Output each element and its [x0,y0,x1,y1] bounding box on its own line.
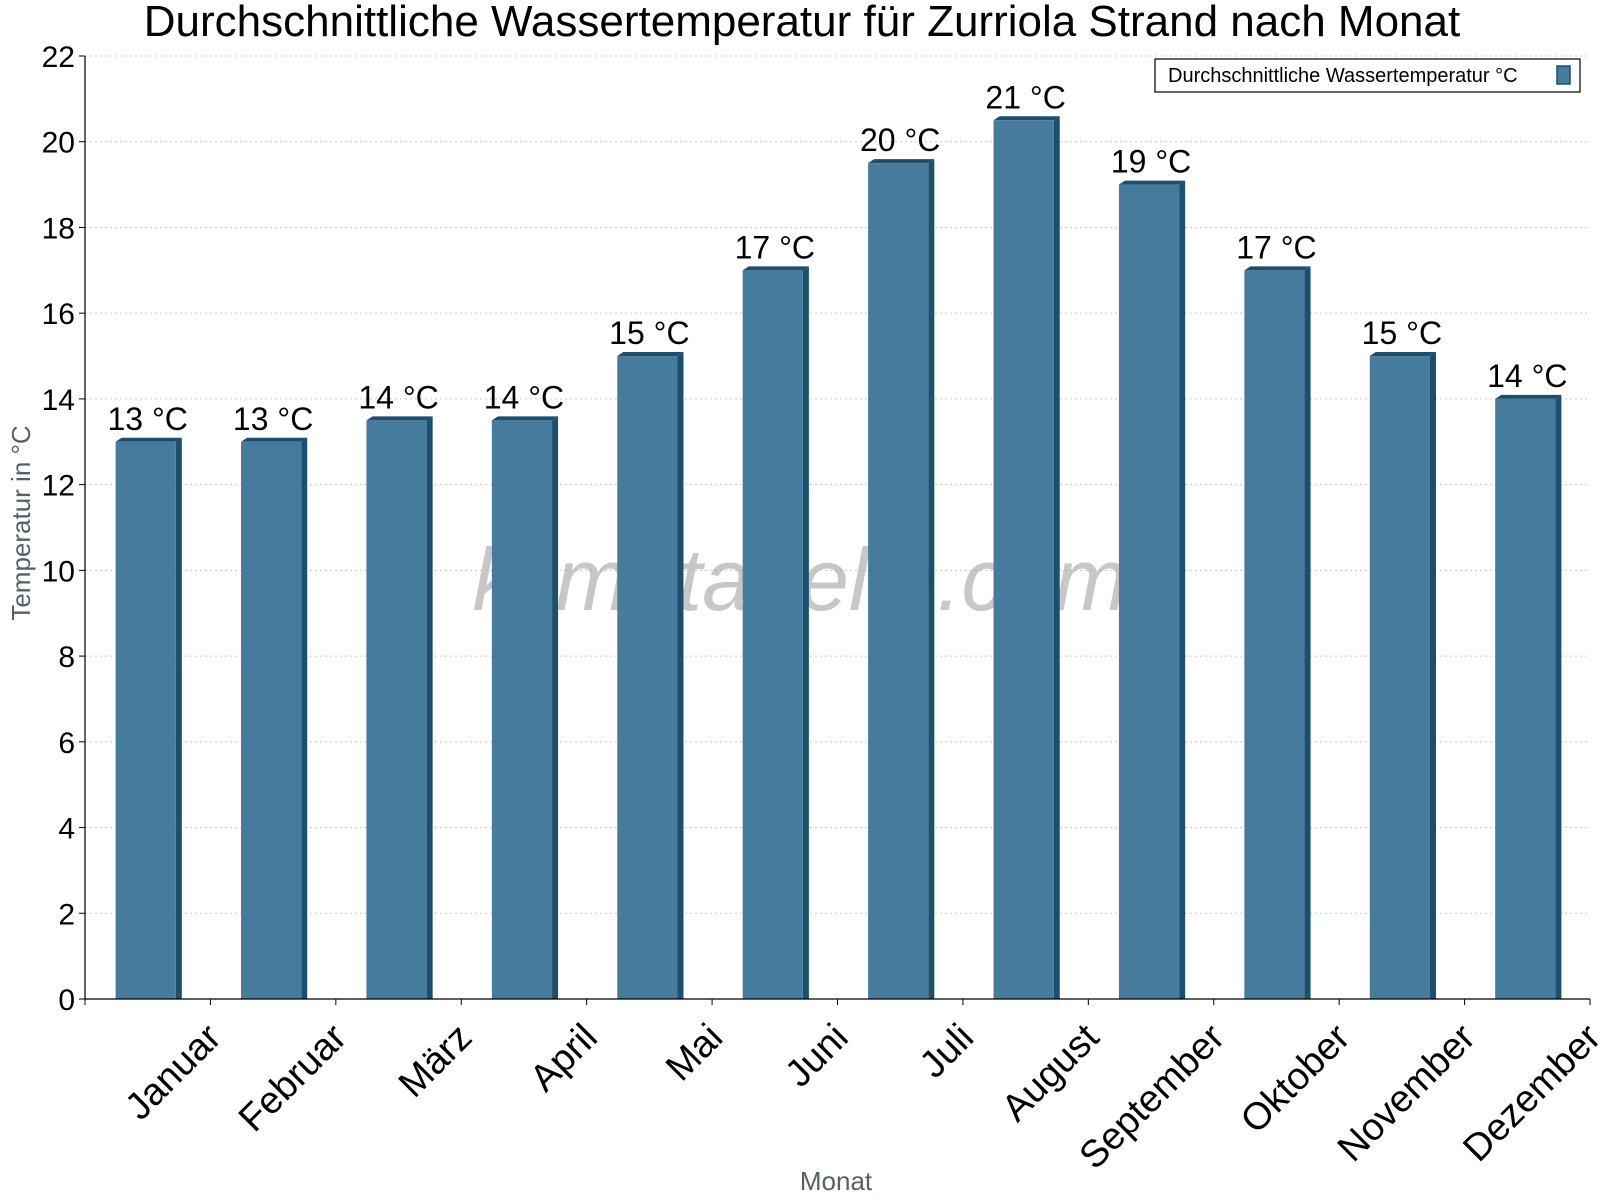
bar-side [426,416,433,999]
legend-swatch [1556,65,1571,85]
y-tick-label: 12 [42,470,75,503]
bar-data-label: 17 °C [735,229,815,265]
bar [1244,266,1311,999]
x-tick-label: Februar [231,1016,355,1140]
bar-top [1244,266,1311,271]
bar-top [241,437,308,442]
bar-top [491,416,559,421]
bar-face [491,420,553,999]
x-tick-labels: Januar Februar März April Mai Juni Juli AugustS… [118,1016,1600,1177]
y-tick-label: 20 [42,127,75,160]
bar [993,116,1060,999]
bar [742,266,809,999]
y-tick-label: 22 [42,41,75,74]
bar [868,159,935,1000]
bar-top [1495,394,1562,399]
bar-side [1179,180,1186,999]
bar-side [1053,116,1060,999]
grid-lines [85,55,1590,914]
bar [1118,180,1186,999]
x-tick-label: Juli [912,1016,982,1086]
bar-data-label: 13 °C [108,401,188,437]
x-tick-label: April [522,1016,605,1099]
bar-side [301,437,308,1000]
bar-face [868,163,929,1000]
y-tick-label: 10 [42,555,75,588]
y-tick-labels: 0 2 4 6 8 10 12 14 16 18 20 22 [42,41,75,1017]
bar-side [1429,352,1436,1000]
bar-data-label: 14 °C [1487,358,1567,394]
chart-title: Durchschnittliche Wassertemperatur für Z… [144,0,1460,46]
x-tick-label: Juni [778,1016,857,1095]
y-tick-label: 14 [42,384,75,417]
bar-top [617,352,684,357]
bars [115,116,1562,1000]
bar-side [1304,266,1311,999]
x-tick-label: Januar [118,1016,230,1128]
bar-data-label: 21 °C [985,79,1065,115]
y-tick-label: 16 [42,298,75,331]
bar-side [552,416,559,999]
bar-data-label: 20 °C [860,122,940,158]
axes [79,55,1591,1005]
bar-top [1118,180,1186,185]
bar-data-label: 14 °C [358,379,438,415]
bar-face [1369,356,1430,1000]
bar [617,352,684,1000]
bar-side [802,266,809,999]
y-tick-label: 0 [58,984,75,1017]
bar [366,416,433,999]
bar-data-label: 19 °C [1111,144,1191,180]
bar-top [1369,352,1436,357]
bar-top [115,437,182,442]
bar-top [993,116,1060,121]
x-tick-label: Oktober [1233,1016,1359,1142]
bar-top [868,159,935,164]
legend: Durchschnittliche Wassertemperatur °C [1154,58,1581,93]
y-tick-label: 6 [58,727,75,760]
bar-top [366,416,433,421]
bar-side [1555,394,1562,1000]
y-axis-title: Temperatur in °C [6,425,36,620]
x-tick-label: Mai [658,1016,731,1089]
bar-face [742,270,803,999]
y-tick-label: 2 [58,898,75,931]
y-tick-label: 8 [58,641,75,674]
bar-data-label: 17 °C [1236,229,1316,265]
legend-label: Durchschnittliche Wassertemperatur °C [1168,65,1518,87]
bar-face [1244,270,1305,999]
bar [241,437,308,1000]
bar [1369,352,1436,1000]
bar [491,416,559,999]
bar [115,437,182,1000]
bar-data-label: 13 °C [233,401,313,437]
bar-face [366,420,427,999]
x-tick-label: August [994,1016,1108,1130]
x-axis-title: Monat [800,1166,873,1196]
bar-side [677,352,684,1000]
bar-data-label: 14 °C [484,379,564,415]
bar-data-label: 15 °C [609,315,689,351]
bar-data-label: 15 °C [1362,315,1442,351]
bar-face [1495,398,1556,1000]
legend-box [1154,58,1581,93]
bar-face [115,441,176,1000]
y-tick-label: 4 [58,813,75,846]
bar-data-labels: 13 °C 13 °C 14 °C 14 °C 15 °C 17 °C 20 °C 21 °C… [108,79,1568,436]
bar-face [617,356,678,1000]
x-tick-label: Dezember [1455,1016,1600,1170]
bar [1495,394,1562,1000]
bar-side [175,437,182,1000]
y-tick-label: 18 [42,212,75,245]
bar-face [1118,184,1180,999]
x-tick-label: März [391,1016,480,1105]
bar-face [993,120,1054,999]
bar-side [928,159,935,1000]
bar-top [742,266,809,271]
bar-face [241,441,302,1000]
